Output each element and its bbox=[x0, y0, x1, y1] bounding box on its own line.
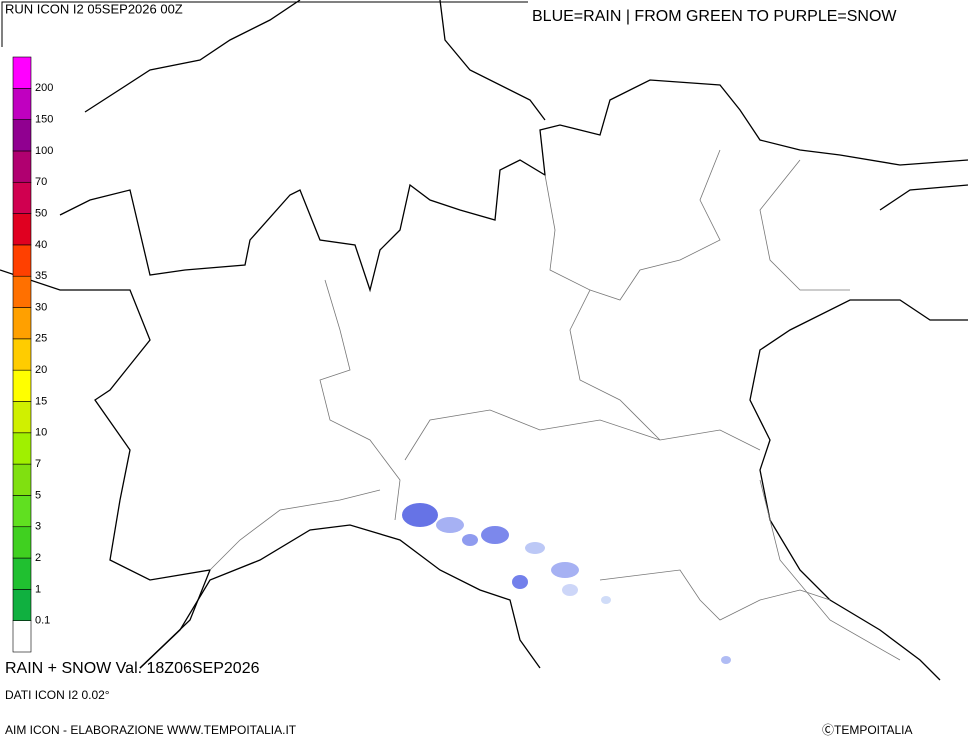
region-border bbox=[544, 174, 661, 441]
scale-box bbox=[12, 56, 32, 89]
rain-area bbox=[601, 596, 611, 604]
rain-area bbox=[721, 656, 731, 664]
rain-area bbox=[551, 562, 579, 578]
region-border bbox=[319, 279, 401, 521]
scale-box bbox=[12, 244, 32, 277]
header-frame bbox=[1, 1, 528, 47]
national-border bbox=[59, 79, 968, 293]
scale-box bbox=[12, 620, 32, 653]
scale-label: 40 bbox=[35, 239, 47, 251]
scale-box bbox=[12, 557, 32, 590]
scale-box bbox=[12, 150, 32, 183]
scale-label: 25 bbox=[35, 333, 47, 345]
scale-box bbox=[12, 432, 32, 465]
scale-box bbox=[12, 338, 32, 371]
region-border bbox=[589, 149, 721, 301]
national-border bbox=[879, 184, 968, 211]
rain-area bbox=[402, 503, 438, 527]
scale-box bbox=[12, 88, 32, 120]
copyright: ⒸTEMPOITALIA bbox=[822, 723, 912, 737]
rain-area bbox=[525, 542, 545, 554]
scale-box bbox=[12, 526, 32, 559]
region-border bbox=[759, 479, 901, 661]
precipitation bbox=[402, 503, 731, 664]
region-border bbox=[759, 159, 850, 291]
rain-area bbox=[436, 517, 464, 533]
scale-box bbox=[12, 307, 32, 340]
scale-label: 3 bbox=[35, 521, 41, 533]
coastline bbox=[139, 524, 541, 669]
scale-label: 70 bbox=[35, 176, 47, 188]
map-title: BLUE=RAIN | FROM GREEN TO PURPLE=SNOW bbox=[532, 8, 897, 25]
rain-area bbox=[481, 526, 509, 544]
national-border bbox=[0, 269, 212, 669]
national-border bbox=[84, 0, 301, 113]
scale-box bbox=[12, 369, 32, 402]
region-border bbox=[209, 489, 381, 571]
scale-label: 30 bbox=[35, 301, 47, 313]
national-border bbox=[439, 0, 546, 121]
rain-area bbox=[562, 584, 578, 596]
coastline bbox=[749, 299, 968, 681]
scale-label: 5 bbox=[35, 489, 41, 501]
region-border bbox=[599, 569, 831, 621]
scale-label: 100 bbox=[35, 145, 53, 157]
rain-area bbox=[462, 534, 478, 546]
scale-label: 35 bbox=[35, 270, 47, 282]
run-label: RUN ICON I2 05SEP2026 00Z bbox=[5, 1, 183, 16]
scale-box bbox=[12, 463, 32, 496]
valid-time: RAIN + SNOW Val. 18Z06SEP2026 bbox=[5, 660, 260, 677]
scale-label: 20 bbox=[35, 364, 47, 376]
scale-box bbox=[12, 589, 32, 621]
rain-area bbox=[512, 575, 528, 589]
scale-label: 1 bbox=[35, 583, 41, 595]
credit: AIM ICON - ELABORAZIONE WWW.TEMPOITALIA.… bbox=[5, 723, 297, 737]
scale-label: 15 bbox=[35, 395, 47, 407]
scale-label: 150 bbox=[35, 114, 53, 126]
scale-box bbox=[12, 181, 32, 214]
scale-label: 0.1 bbox=[35, 615, 50, 627]
scale-label: 10 bbox=[35, 427, 47, 439]
scale-box bbox=[12, 213, 32, 246]
scale-box bbox=[12, 495, 32, 528]
scale-label: 200 bbox=[35, 82, 53, 94]
region-border bbox=[404, 409, 761, 461]
data-source: DATI ICON I2 0.02° bbox=[5, 688, 110, 702]
scale-label: 7 bbox=[35, 458, 41, 470]
footer-bg bbox=[0, 684, 968, 745]
scale-label: 2 bbox=[35, 552, 41, 564]
scale-label: 50 bbox=[35, 207, 47, 219]
scale-box bbox=[12, 119, 32, 152]
scale-box bbox=[12, 275, 32, 308]
map bbox=[0, 0, 968, 681]
scale-box bbox=[12, 401, 32, 434]
